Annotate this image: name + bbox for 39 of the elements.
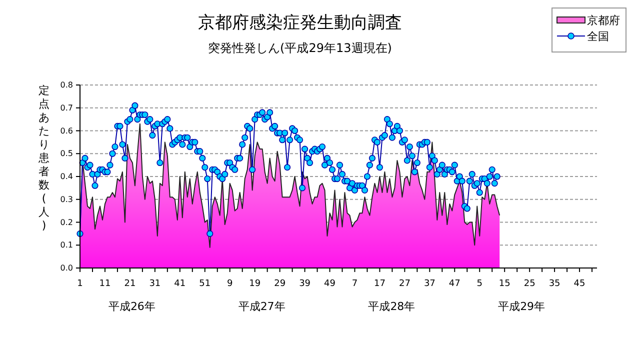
y-tick-label: 0.7 — [60, 103, 73, 112]
y-tick-label: 0.4 — [60, 172, 73, 182]
x-tick-label: 15 — [498, 278, 510, 289]
x-tick-label: 51 — [199, 278, 211, 289]
y-tick-label: 0.3 — [60, 194, 73, 204]
x-tick-label: 49 — [324, 278, 336, 289]
x-tick-label: 31 — [149, 278, 161, 289]
x-tick-label: 27 — [398, 278, 410, 289]
x-tick-label: 9 — [226, 278, 233, 289]
text: 定点あたり患者数(人) — [38, 84, 50, 232]
chart-title: 京都府感染症発生動向調査 — [198, 13, 402, 33]
x-tick-label: 11 — [99, 278, 111, 289]
y-tick-label: 0.0 — [60, 264, 73, 273]
x-tick-label: 17 — [374, 278, 386, 289]
x-tick-label: 7 — [352, 278, 358, 289]
y-tick-label: 0.1 — [60, 240, 73, 250]
legend-label: 全国 — [587, 30, 609, 43]
x-tick-label: 37 — [424, 278, 436, 289]
y-tick-label: 0.2 — [60, 218, 73, 227]
x-tick-label: 41 — [174, 278, 186, 289]
x-tick-label: 5 — [476, 278, 482, 289]
x-tick-label: 47 — [448, 278, 460, 289]
x-tick-label: 25 — [524, 278, 536, 289]
text: 平成27年 — [238, 300, 286, 313]
x-tick-label: 1 — [77, 278, 83, 289]
x-tick-label: 35 — [548, 278, 560, 289]
x-tick-label: 45 — [574, 278, 586, 289]
y-tick-label: 0.8 — [60, 80, 73, 90]
x-tick-label: 29 — [274, 278, 286, 289]
legend-label: 京都府 — [587, 14, 620, 27]
x-tick-label: 21 — [124, 278, 136, 289]
x-tick-label: 39 — [299, 278, 311, 289]
text: 平成29年 — [498, 300, 546, 313]
text: 平成26年 — [108, 300, 156, 313]
x-tick-label: 19 — [249, 278, 261, 289]
text: 平成28年 — [368, 300, 416, 313]
y-tick-label: 0.6 — [60, 126, 73, 136]
chart-subtitle: 突発性発しん(平成29年13週現在) — [208, 41, 392, 55]
y-tick-label: 0.5 — [60, 149, 73, 158]
